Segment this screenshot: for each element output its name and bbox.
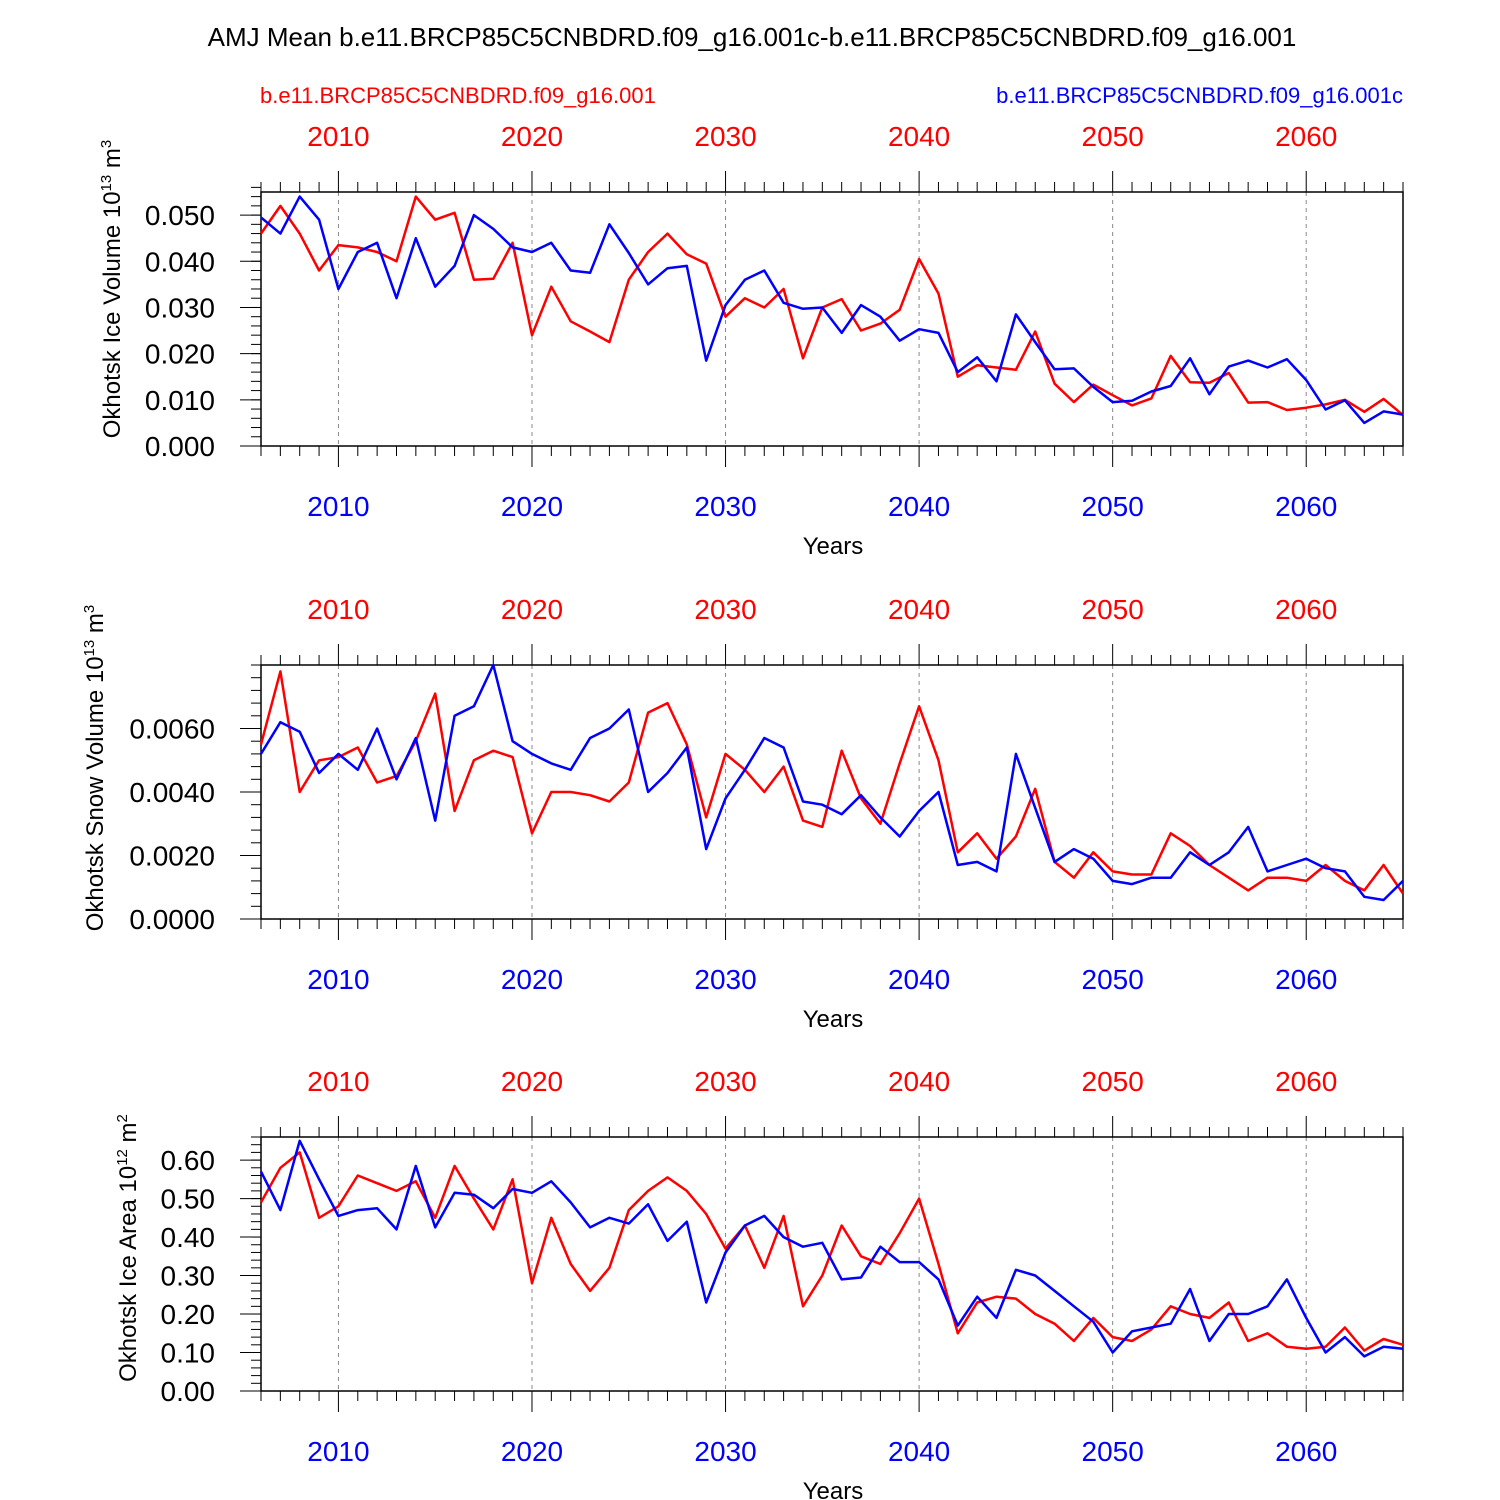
y-axis-label-unit: m <box>115 1122 142 1149</box>
legend-label-red: b.e11.BRCP85C5CNBDRD.f09_g16.001 <box>260 83 656 108</box>
y-axis-label: Okhotsk Ice Volume 1013 m3 <box>98 140 126 439</box>
x-tick-label-bottom: 2020 <box>501 491 563 522</box>
y-tick-label: 0.00 <box>161 1376 216 1407</box>
x-tick-label-top: 2010 <box>307 594 369 625</box>
chart-panels: 2010 2010 2020 2020 2030 2030 2040 2040 2050 2050… <box>81 121 1405 1500</box>
y-axis-label-unit-exponent: 3 <box>81 605 98 613</box>
y-axis-label-exponent: 13 <box>81 640 98 657</box>
x-tick-label-bottom: 2010 <box>307 1436 369 1467</box>
y-axis-label-unit: m <box>99 148 126 175</box>
x-tick-label-bottom: 2030 <box>694 1436 756 1467</box>
x-tick-label-bottom: 2020 <box>501 1436 563 1467</box>
chart-panel-1: 2010 2010 2020 2020 2030 2030 2040 2040 2050 2050… <box>98 121 1404 560</box>
plot-frame <box>260 191 1404 447</box>
y-axis-label-exponent: 13 <box>98 175 115 192</box>
y-tick-label: 0.30 <box>161 1261 216 1292</box>
x-axis-label: Years <box>803 533 864 560</box>
y-axis-label-unit: m <box>82 613 109 640</box>
x-axis-label: Years <box>803 1006 864 1033</box>
x-tick-label-top: 2020 <box>501 594 563 625</box>
y-tick-label: 0.0040 <box>129 777 215 808</box>
x-tick-label-top: 2060 <box>1275 594 1337 625</box>
x-tick-label-top: 2040 <box>888 121 950 152</box>
x-tick-label-top: 2010 <box>307 1066 369 1097</box>
legend-label-blue: b.e11.BRCP85C5CNBDRD.f09_g16.001c <box>996 83 1403 108</box>
y-axis-label-text: Okhotsk Snow Volume 10 <box>82 656 109 931</box>
y-axis-label-unit-exponent: 3 <box>98 140 115 148</box>
y-axis-label: Okhotsk Ice Area 1012 m2 <box>114 1114 142 1382</box>
y-tick-label: 0.020 <box>145 339 215 370</box>
x-tick-label-top: 2010 <box>307 121 369 152</box>
y-axis-label-text: Okhotsk Ice Volume 10 <box>99 191 126 438</box>
x-tick-label-bottom: 2040 <box>888 1436 950 1467</box>
x-tick-label-top: 2060 <box>1275 1066 1337 1097</box>
x-tick-label-bottom: 2040 <box>888 491 950 522</box>
x-tick-label-bottom: 2060 <box>1275 491 1337 522</box>
x-tick-label-top: 2020 <box>501 1066 563 1097</box>
y-axis-label: Okhotsk Snow Volume 1013 m3 <box>81 605 109 932</box>
chart-panel-2: 2010 2010 2020 2020 2030 2030 2040 2040 2050 2050… <box>81 594 1405 1033</box>
chart-panel-3: 2010 2010 2020 2020 2030 2030 2040 2040 2050 2050… <box>114 1066 1404 1500</box>
series-line-red <box>259 670 1405 895</box>
y-axis-label-text: Okhotsk Ice Area 10 <box>115 1166 142 1382</box>
x-tick-label-top: 2060 <box>1275 121 1337 152</box>
x-tick-label-bottom: 2010 <box>307 964 369 995</box>
y-tick-label: 0.050 <box>145 200 215 231</box>
x-tick-label-bottom: 2010 <box>307 491 369 522</box>
y-axis-label-unit-exponent: 2 <box>114 1114 131 1122</box>
plot-frame <box>260 1136 1404 1392</box>
y-tick-label: 0.010 <box>145 385 215 416</box>
y-tick-label: 0.40 <box>161 1222 216 1253</box>
x-tick-label-bottom: 2030 <box>694 491 756 522</box>
y-tick-label: 0.50 <box>161 1184 216 1215</box>
x-tick-label-bottom: 2060 <box>1275 1436 1337 1467</box>
x-tick-label-top: 2040 <box>888 594 950 625</box>
x-tick-label-bottom: 2040 <box>888 964 950 995</box>
x-tick-label-bottom: 2050 <box>1082 491 1144 522</box>
y-tick-label: 0.030 <box>145 292 215 323</box>
x-tick-label-top: 2030 <box>694 1066 756 1097</box>
x-tick-label-top: 2050 <box>1082 1066 1144 1097</box>
x-tick-label-bottom: 2050 <box>1082 1436 1144 1467</box>
y-tick-label: 0.10 <box>161 1338 216 1369</box>
chart-title: AMJ Mean b.e11.BRCP85C5CNBDRD.f09_g16.00… <box>208 22 1297 52</box>
y-tick-label: 0.040 <box>145 246 215 277</box>
x-tick-label-top: 2040 <box>888 1066 950 1097</box>
series-line-blue <box>259 1139 1404 1358</box>
x-tick-label-top: 2050 <box>1082 121 1144 152</box>
y-axis-label-exponent: 12 <box>114 1149 131 1166</box>
y-tick-label: 0.0020 <box>129 841 215 872</box>
y-tick-label: 0.000 <box>145 431 215 462</box>
y-tick-label: 0.0060 <box>129 714 215 745</box>
x-axis-label: Years <box>803 1478 864 1500</box>
series-line-blue <box>260 195 1404 425</box>
x-tick-label-top: 2050 <box>1082 594 1144 625</box>
x-tick-label-top: 2030 <box>694 594 756 625</box>
x-tick-label-bottom: 2060 <box>1275 964 1337 995</box>
series-line-red <box>259 195 1404 417</box>
x-tick-label-bottom: 2050 <box>1082 964 1144 995</box>
series-line-red <box>259 1151 1404 1352</box>
y-tick-label: 0.20 <box>161 1299 216 1330</box>
y-tick-label: 0.0000 <box>129 904 215 935</box>
x-tick-label-top: 2020 <box>501 121 563 152</box>
x-tick-label-top: 2030 <box>694 121 756 152</box>
x-tick-label-bottom: 2030 <box>694 964 756 995</box>
x-tick-label-bottom: 2020 <box>501 964 563 995</box>
y-tick-label: 0.60 <box>161 1145 216 1176</box>
series-line-blue <box>259 663 1404 902</box>
